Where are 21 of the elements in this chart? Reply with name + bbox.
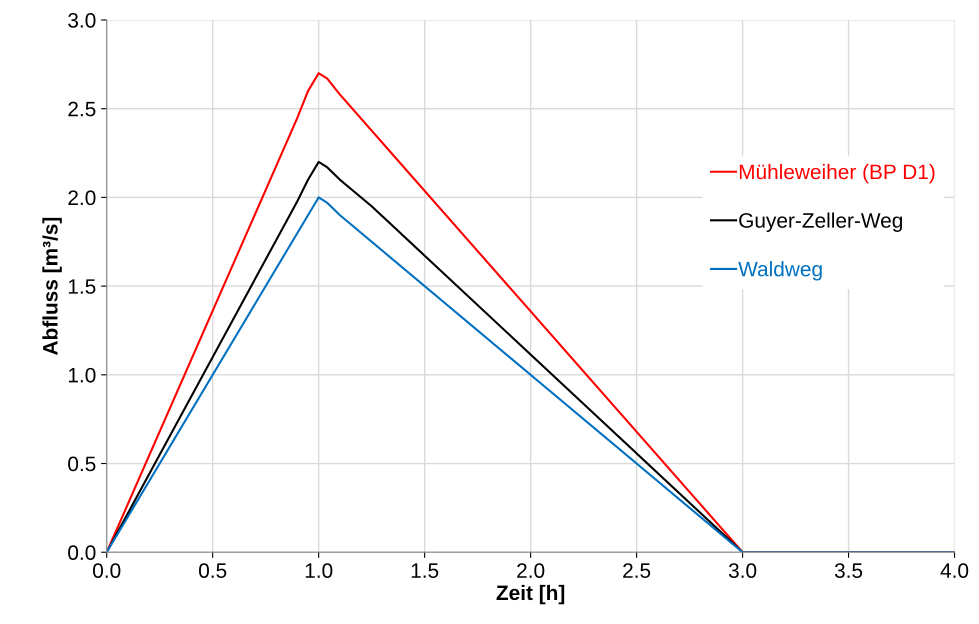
x-tick-label: 3.5: [834, 563, 862, 578]
y-tick-label: 2.0: [68, 190, 96, 206]
legend-label: Mühleweiher (BP D1): [740, 164, 934, 184]
x-tick-label: 1.0: [306, 563, 332, 578]
y-tick-label: 0.0: [68, 545, 96, 560]
x-tick-label: 1.5: [412, 563, 438, 578]
y-tick-label: 1.0: [68, 368, 96, 383]
x-axis-title: Zeit [h]: [496, 584, 564, 604]
y-tick-label: 0.5: [68, 456, 96, 472]
x-tick-label: 3.0: [728, 563, 756, 578]
x-tick-label: 0.0: [93, 563, 120, 578]
x-tick-label: 0.5: [199, 563, 226, 578]
y-axis-title: Abfluss [m³/s]: [42, 218, 62, 356]
x-tick-label: 2.0: [517, 563, 544, 578]
legend-label: Guyer-Zeller-Weg: [739, 212, 902, 232]
y-tick-label: 2.5: [68, 102, 96, 116]
y-tick-label: 3.0: [68, 12, 96, 28]
x-tick-label: 4.0: [940, 563, 968, 578]
y-tick-label: 1.5: [68, 279, 96, 294]
x-tick-label: 2.5: [623, 563, 650, 578]
legend-label: Waldweg: [738, 261, 822, 281]
